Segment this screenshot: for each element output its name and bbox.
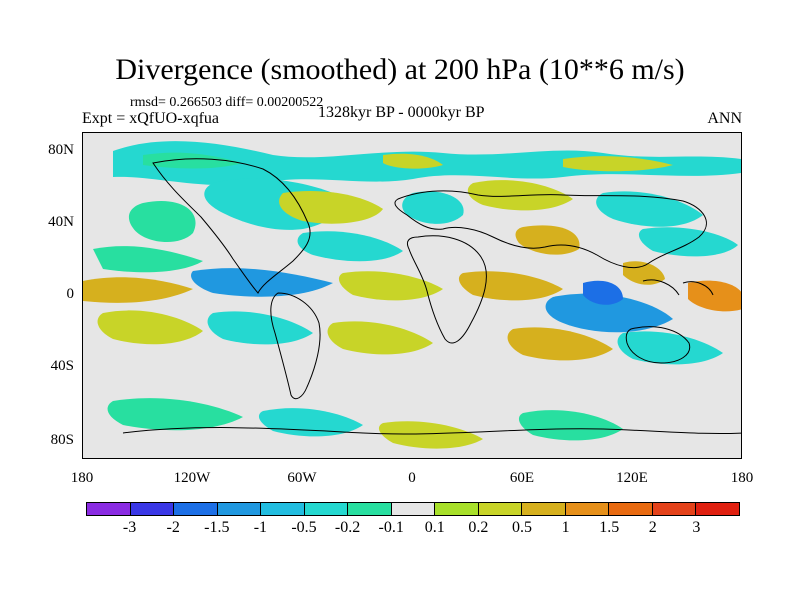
colorbar-segment	[87, 503, 131, 515]
contour-samerica-teal	[207, 311, 313, 345]
contour-australia-teal	[617, 331, 723, 365]
season-label: ANN	[707, 110, 742, 127]
colorbar-segment	[130, 503, 175, 515]
contour-spacific-yellow	[97, 310, 203, 345]
colorbar-segment	[609, 503, 653, 515]
divergence-map	[82, 132, 742, 459]
experiment-label: Expt = xQfUO-xqfua	[82, 110, 219, 127]
period-label: 1328kyr BP - 0000kyr BP	[318, 104, 485, 121]
colorbar-segment	[478, 503, 523, 515]
contour-pacific-green	[128, 201, 196, 243]
colorbar-segment	[565, 503, 610, 515]
colorbar-label: -3	[122, 519, 137, 536]
contour-arctic-green	[143, 152, 243, 169]
contour-indianocean-blue	[545, 293, 673, 333]
contour-npacific-green	[93, 246, 203, 273]
colorbar-label: 3	[692, 519, 701, 536]
colorbar-label: -0.5	[291, 519, 317, 536]
contour-epacific-blue	[191, 268, 333, 297]
colorbar-segment	[174, 503, 218, 515]
contour-southernocean-green2	[518, 410, 623, 441]
x-tick-label: 60E	[509, 470, 535, 486]
contour-tatlantic-yellow	[338, 271, 443, 301]
x-tick-label: 0	[408, 470, 416, 486]
colorbar-label: -2	[166, 519, 180, 536]
contour-siberia-yellow	[563, 156, 673, 172]
colorbar-segment	[391, 503, 436, 515]
colorbar-label: 1	[561, 519, 570, 536]
contour-asia-teal	[596, 191, 703, 227]
x-tick-label: 180	[730, 470, 754, 486]
colorbar-segment	[652, 503, 697, 515]
colorbar-label: -0.2	[334, 519, 361, 536]
contour-sindian-orange	[507, 327, 613, 361]
contour-natlantic-teal	[297, 231, 403, 262]
x-tick-label: 120E	[616, 470, 648, 486]
colorbar	[86, 502, 740, 516]
colorbar-label: 1.5	[599, 519, 620, 536]
contour-southernocean-yellow	[378, 421, 483, 449]
coastlines	[122, 158, 741, 435]
colorbar-segment	[696, 503, 739, 515]
contour-southernocean-green1	[107, 398, 244, 431]
contour-satlantic-yellow	[327, 321, 433, 355]
y-tick-label: 80S	[50, 432, 74, 448]
colorbar-label: -1	[253, 519, 268, 536]
colorbar-segment	[304, 503, 349, 515]
colorbar-segment	[435, 503, 479, 515]
contour-arctic-yellow	[383, 153, 443, 169]
colorbar-segment	[217, 503, 262, 515]
contour-wpacific-teal	[638, 227, 738, 257]
contour-maritime-blue	[583, 280, 623, 305]
colorbar-label: -1.5	[204, 519, 230, 536]
contour-cpacific-orange	[83, 277, 193, 303]
x-tick-label: 60W	[287, 470, 317, 486]
x-tick-label: 180	[70, 470, 94, 486]
colorbar-segment	[348, 503, 392, 515]
y-tick-label: 40N	[48, 214, 74, 230]
y-tick-label: 0	[66, 286, 75, 302]
stats-text: rmsd= 0.266503 diff= 0.00200522	[130, 95, 324, 110]
colorbar-label: 0.2	[468, 519, 489, 536]
y-tick-label: 80N	[48, 142, 74, 158]
colorbar-label: 0.5	[512, 519, 532, 536]
colorbar-segment	[522, 503, 566, 515]
colorbar-segment	[261, 503, 305, 515]
contour-seasia-orange	[623, 261, 665, 285]
x-tick-label: 120W	[173, 470, 211, 486]
contour-mideast-orange	[515, 225, 580, 255]
colorbar-label: -0.1	[378, 519, 404, 536]
colorbar-label: 0.1	[424, 519, 445, 536]
colorbar-label: 2	[648, 519, 657, 536]
y-tick-label: 40S	[50, 358, 74, 374]
contour-wpacific-orange	[688, 280, 741, 312]
map-canvas	[83, 133, 741, 458]
contour-africa-orange	[458, 271, 563, 301]
plot-title: Divergence (smoothed) at 200 hPa (10**6 …	[115, 53, 685, 86]
contour-eastatlantic-teal	[402, 191, 464, 224]
